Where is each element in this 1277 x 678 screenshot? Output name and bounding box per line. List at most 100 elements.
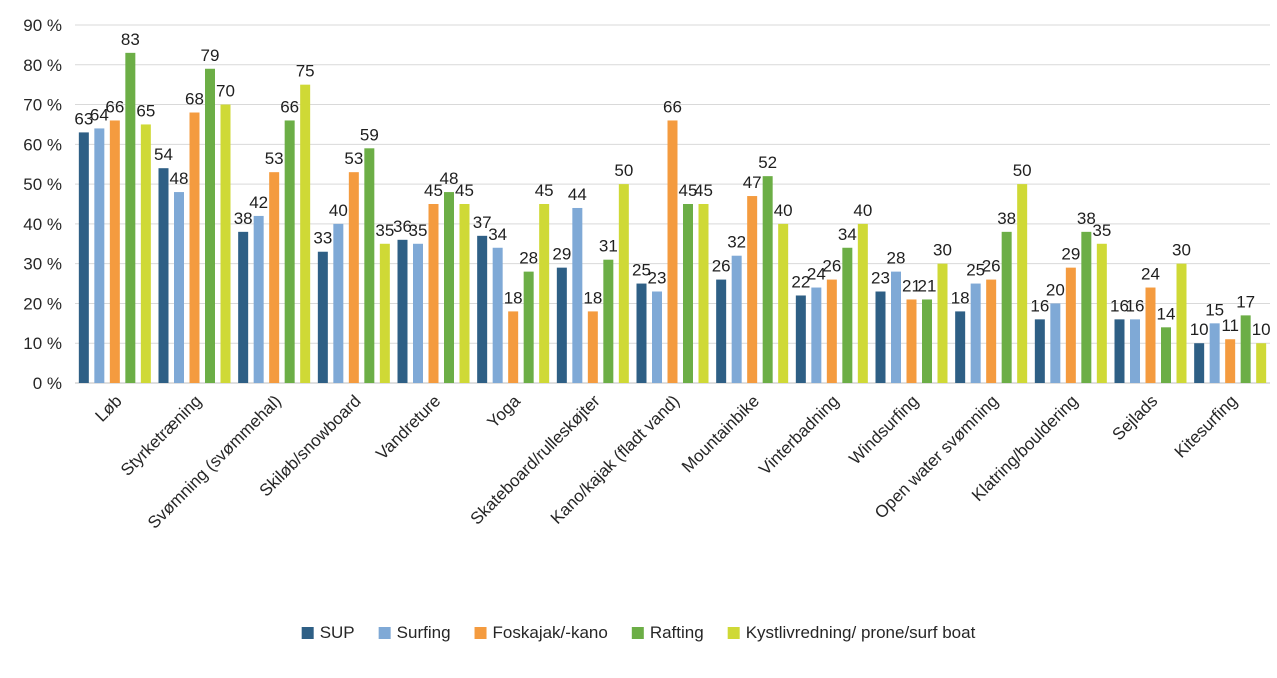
bar [379,243,390,383]
data-label: 23 [648,269,667,288]
bar [1130,319,1140,383]
bar [986,279,997,383]
bar [731,255,742,383]
bar [762,176,773,383]
data-label: 26 [822,257,841,276]
bar [140,124,151,383]
data-label: 28 [887,249,906,268]
bar [333,223,344,383]
data-labels: 6364668365544868797038425366753340535935… [74,30,1270,339]
y-tick-label: 10 % [23,334,62,353]
data-label: 59 [360,125,379,144]
bar [364,148,375,383]
data-label: 75 [296,62,315,81]
data-label: 25 [632,261,651,280]
data-label: 50 [1013,161,1032,180]
data-label: 40 [774,201,793,220]
data-label: 83 [121,30,140,49]
data-label: 48 [440,169,459,188]
bar [1050,303,1061,383]
x-tick-label: Vinterbadning [755,391,842,478]
bar [158,168,169,383]
bar [174,192,184,383]
bar [253,215,264,383]
bar [1001,231,1012,383]
data-label: 30 [933,241,952,260]
data-label: 42 [249,193,268,212]
x-tick-label: Skateboard/rulleskøjter [467,391,604,528]
data-label: 37 [473,213,492,232]
x-tick-label: Løb [92,391,126,425]
data-label: 40 [329,201,348,220]
x-tick-label: Windsurfing [845,391,922,468]
bar [955,311,966,383]
bar [1017,184,1028,383]
bar [459,204,470,383]
data-label: 47 [743,173,762,192]
bar [1145,287,1156,383]
data-label: 15 [1205,300,1224,319]
bar [572,207,583,383]
data-label: 24 [1141,265,1160,284]
data-label: 14 [1157,304,1176,323]
data-label: 45 [424,181,443,200]
bar [1114,319,1125,383]
bar [1034,319,1045,383]
data-label: 16 [1030,296,1049,315]
x-tick-label: Svømning (svømmehal) [144,391,285,532]
legend-swatch [378,627,391,639]
bar [444,192,454,383]
bar [795,295,806,383]
bar [109,120,120,383]
bar [1176,263,1187,383]
data-label: 38 [1077,209,1096,228]
bar [539,204,550,383]
y-tick-label: 80 % [23,56,62,75]
bar [556,267,567,383]
y-axis: 0 % 10 % 20 % 30 % 40 % 50 % 60 % 70 % 80 % 90 % [23,16,62,393]
data-label: 16 [1126,296,1145,315]
x-tick-label: Yoga [484,391,525,432]
bar [875,291,886,383]
data-label: 65 [136,101,155,120]
x-tick-label: Styrketræning [117,391,205,479]
legend-label: Foskajak/-kano [493,623,608,642]
bar [1256,343,1267,383]
data-label: 21 [918,276,937,295]
bar [826,279,837,383]
bar [652,291,662,383]
bar [125,52,136,383]
data-label: 35 [409,221,428,240]
bar [1194,343,1205,383]
bar [1065,267,1076,383]
data-label: 16 [1110,296,1129,315]
bar [317,251,328,383]
data-label: 68 [185,90,204,109]
data-label: 10 [1252,320,1271,339]
bar [1240,315,1251,383]
legend-label: Rafting [650,623,704,642]
bar [778,223,789,383]
legend-swatch [301,627,314,639]
legend-label: Kystlivredning/ prone/surf boat [746,623,976,642]
bar [428,204,439,383]
y-tick-label: 0 % [33,374,62,393]
data-label: 18 [504,288,523,307]
bar [857,223,868,383]
data-label: 50 [614,161,633,180]
bar [811,287,822,383]
bar [523,271,534,383]
data-label: 40 [853,201,872,220]
bar [618,184,629,383]
data-label: 26 [712,257,731,276]
x-tick-label: Kitesurfing [1171,391,1241,461]
data-label: 36 [393,217,412,236]
data-label: 64 [90,105,109,124]
x-tick-label: Kano/kajak (fladt vand) [547,391,683,527]
x-tick-label: Sejlads [1108,391,1161,444]
bar [397,239,408,383]
bar [587,311,598,383]
data-label: 32 [727,233,746,252]
bar [922,299,932,383]
